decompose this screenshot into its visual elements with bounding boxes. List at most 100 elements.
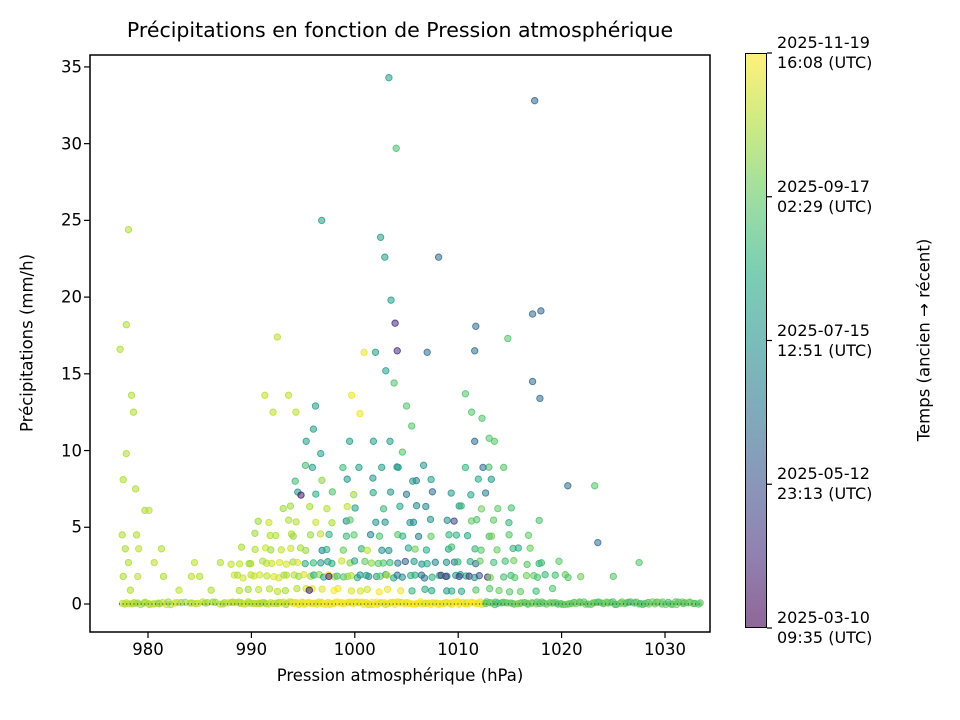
scatter-point bbox=[269, 408, 277, 416]
scatter-point bbox=[471, 437, 479, 445]
scatter-point bbox=[551, 571, 559, 579]
scatter-point bbox=[293, 584, 301, 593]
scatter-point bbox=[396, 502, 404, 510]
scatter-point bbox=[535, 516, 543, 525]
scatter-point bbox=[305, 586, 313, 594]
scatter-point bbox=[564, 573, 572, 582]
scatter-point bbox=[533, 573, 542, 581]
colorbar-tick-time: 12:51 (UTC) bbox=[777, 340, 873, 360]
scatter-point bbox=[404, 544, 413, 552]
scatter-point bbox=[387, 296, 395, 304]
scatter-point bbox=[122, 321, 130, 329]
scatter-point bbox=[286, 502, 295, 510]
scatter-point bbox=[394, 559, 402, 567]
scatter-point bbox=[548, 584, 557, 593]
scatter-point bbox=[251, 545, 259, 554]
scatter-point bbox=[428, 573, 436, 581]
scatter-point bbox=[382, 367, 390, 375]
y-tick-label: 25 bbox=[61, 210, 82, 230]
scatter-point bbox=[516, 587, 525, 596]
scatter-point bbox=[356, 571, 364, 579]
scatter-point bbox=[443, 516, 451, 524]
scatter-point bbox=[328, 559, 336, 568]
scatter-point bbox=[381, 253, 389, 261]
scatter-point bbox=[473, 516, 481, 524]
scatter-point bbox=[256, 571, 264, 579]
scatter-point bbox=[131, 485, 140, 493]
scatter-point bbox=[367, 559, 376, 567]
scatter-point bbox=[348, 391, 356, 399]
scatter-point bbox=[135, 545, 143, 553]
scatter-point bbox=[267, 559, 276, 568]
scatter-point bbox=[375, 532, 384, 540]
scatter-point bbox=[426, 515, 435, 524]
scatter-point bbox=[134, 572, 142, 581]
scatter-point bbox=[463, 532, 472, 540]
scatter-point bbox=[397, 587, 405, 595]
scatter-point bbox=[289, 532, 297, 540]
scatter-point bbox=[531, 97, 539, 105]
scatter-point bbox=[412, 502, 421, 510]
scatter-point bbox=[351, 504, 359, 512]
scatter-point bbox=[318, 585, 326, 593]
scatter-point bbox=[414, 532, 423, 541]
scatter-point bbox=[235, 586, 243, 595]
scatter-point bbox=[145, 506, 153, 515]
colorbar-tick-label: 2025-05-12 23:13 (UTC) bbox=[777, 464, 872, 504]
scatter-point bbox=[306, 502, 314, 511]
scatter-point bbox=[489, 516, 498, 524]
scatter-point bbox=[265, 585, 274, 593]
scatter-point bbox=[494, 504, 502, 513]
scatter-point bbox=[399, 532, 407, 540]
scatter-point bbox=[339, 546, 347, 554]
scatter-point bbox=[369, 437, 378, 445]
scatter-point bbox=[487, 532, 496, 540]
scatter-point bbox=[345, 437, 354, 445]
scatter-point bbox=[292, 408, 300, 416]
scatter-point bbox=[537, 559, 546, 567]
scatter-point bbox=[300, 571, 308, 579]
scatter-point bbox=[275, 558, 284, 567]
scatter-point bbox=[350, 491, 358, 499]
scatter-point bbox=[419, 461, 428, 469]
scatter-point bbox=[273, 587, 282, 596]
scatter-point bbox=[471, 545, 479, 553]
scatter-point bbox=[237, 543, 246, 551]
x-tick-label: 980 bbox=[132, 640, 164, 659]
scatter-point bbox=[127, 391, 136, 399]
scatter-point bbox=[411, 545, 419, 553]
scatter-point bbox=[378, 463, 386, 472]
scatter-point bbox=[609, 572, 617, 581]
scatter-point bbox=[175, 586, 183, 594]
colorbar-axis-label: Temps (ancien → récent) bbox=[914, 238, 934, 442]
scatter-point bbox=[365, 572, 373, 581]
colorbar-gradient bbox=[745, 53, 767, 628]
scatter-point bbox=[427, 532, 435, 540]
scatter-point bbox=[291, 477, 299, 485]
scatter-point bbox=[481, 489, 490, 497]
scatter-point bbox=[309, 559, 318, 567]
scatter-point bbox=[302, 437, 310, 445]
scatter-point bbox=[420, 574, 429, 582]
scatter-point bbox=[487, 475, 495, 483]
scatter-point bbox=[239, 574, 247, 582]
scatter-point bbox=[476, 557, 484, 565]
scatter-point bbox=[526, 544, 534, 552]
scatter-point bbox=[421, 585, 429, 593]
scatter-point bbox=[272, 531, 280, 540]
scatter-point bbox=[338, 557, 346, 565]
scatter-point bbox=[428, 587, 436, 595]
scatter-point bbox=[442, 572, 450, 581]
scatter-point bbox=[157, 545, 166, 553]
scatter-point bbox=[445, 531, 453, 539]
scatter-point bbox=[119, 572, 127, 581]
scatter-point bbox=[510, 557, 518, 565]
scatter-point bbox=[383, 571, 391, 579]
scatter-point bbox=[394, 463, 402, 472]
scatter-point bbox=[577, 573, 585, 581]
scatter-point bbox=[511, 573, 519, 582]
scatter-point bbox=[457, 502, 465, 510]
scatter-point bbox=[121, 545, 129, 553]
scatter-point bbox=[490, 437, 499, 445]
scatter-point bbox=[696, 599, 704, 607]
